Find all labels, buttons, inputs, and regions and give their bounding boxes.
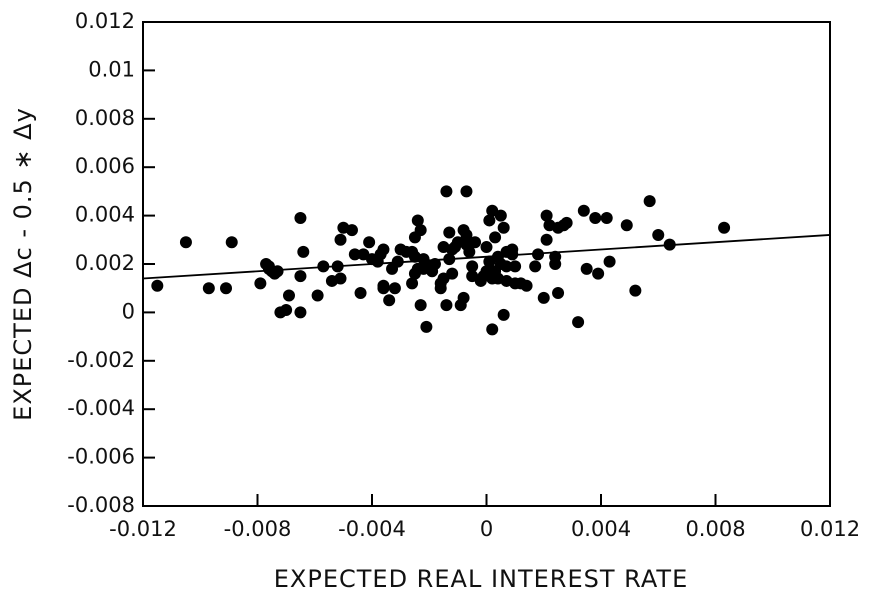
y-tick-label: 0.01 [88,57,135,81]
data-point [529,260,542,273]
data-point [457,224,470,237]
data-point [663,238,676,251]
x-tick-label: -0.004 [338,517,406,541]
y-tick-label: -0.004 [67,396,135,420]
data-point [282,289,295,302]
data-point [225,236,238,249]
data-point [348,248,361,261]
data-point [411,214,424,227]
x-tick-label: 0.012 [800,517,860,541]
data-point [414,224,427,237]
data-point [391,255,404,268]
data-point [151,279,164,292]
data-point [377,282,390,295]
data-point [483,214,496,227]
data-point [572,316,585,329]
y-tick-label: 0.012 [75,9,135,33]
x-tick-label: 0.008 [685,517,745,541]
data-point [457,291,470,304]
data-point [497,308,510,321]
data-point [294,270,307,283]
data-point [297,245,310,258]
data-point [643,195,656,208]
data-point [560,216,573,229]
data-point [440,299,453,312]
data-point [443,253,456,266]
data-point [254,277,267,290]
data-point [577,204,590,217]
data-point [540,233,553,246]
data-point [354,287,367,300]
data-point [428,258,441,270]
y-tick-label: 0.008 [75,106,135,130]
data-point [363,236,376,249]
data-point [520,279,533,292]
data-point [506,248,519,261]
data-point [532,248,545,261]
data-point [603,255,616,268]
data-point [600,212,613,225]
data-point [494,209,507,222]
data-point [220,282,233,295]
data-point [620,219,633,232]
x-tick-label: -0.008 [224,517,292,541]
data-point [718,221,731,234]
data-point [580,262,593,275]
data-point [469,236,482,249]
y-tick-label: -0.002 [67,348,135,372]
data-point [460,185,473,198]
y-tick-label: 0.002 [75,251,135,275]
data-point [202,282,215,295]
data-point [317,260,330,273]
data-point [486,323,499,336]
data-point [446,267,459,280]
data-point [406,277,419,290]
data-point [377,243,390,256]
data-point [509,260,522,273]
data-point [540,209,553,222]
data-point [489,231,502,244]
data-point [500,260,513,273]
data-point [331,260,344,273]
data-point [466,260,479,273]
data-point [271,265,284,278]
data-point [440,185,453,198]
y-tick-label: 0.006 [75,154,135,178]
x-tick-label: 0.004 [571,517,631,541]
x-axis-label: EXPECTED REAL INTEREST RATE [274,565,689,593]
data-point [443,226,456,239]
data-point [294,306,307,319]
data-point [280,303,293,316]
y-axis-label: EXPECTED Δc - 0.5 ∗ Δy [9,107,37,421]
data-point [345,224,358,237]
data-point [480,241,493,254]
data-point [179,236,192,249]
data-point [334,272,347,285]
data-point [294,212,307,225]
data-point [549,250,562,263]
x-tick-label: -0.012 [109,517,177,541]
data-point [334,233,347,246]
data-point [497,221,510,234]
data-point [537,291,550,304]
data-point [388,282,401,295]
y-tick-label: 0 [122,299,135,323]
data-point [629,284,642,297]
data-point [592,267,605,280]
data-point [463,245,476,258]
y-tick-label: -0.008 [67,493,135,517]
data-point [652,228,665,241]
data-point [383,294,396,307]
data-point [414,299,427,312]
x-tick-label: 0 [480,517,493,541]
data-point [311,289,324,302]
y-tick-label: -0.006 [67,445,135,469]
data-point [552,287,565,300]
data-point [589,212,602,225]
data-point [420,320,433,333]
y-tick-label: 0.004 [75,203,135,227]
